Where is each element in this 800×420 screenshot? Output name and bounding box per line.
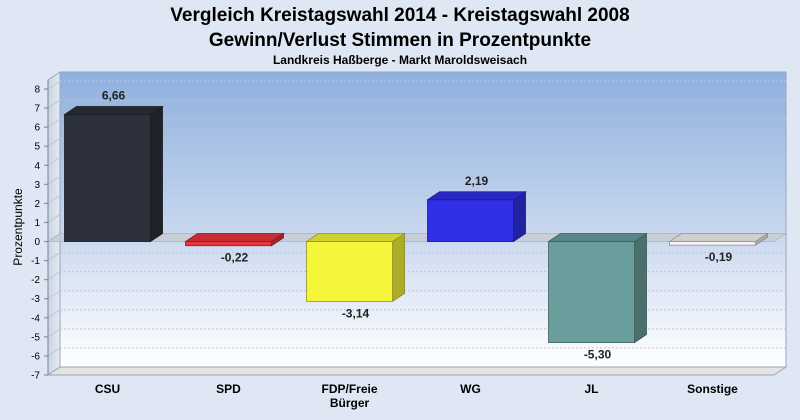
chart-title-line-1: Vergleich Kreistagswahl 2014 - Kreistags… bbox=[170, 5, 629, 26]
y-tick-label: 8 bbox=[34, 85, 40, 96]
y-tick-label: 0 bbox=[34, 237, 40, 248]
bar-top bbox=[426, 191, 527, 201]
bar-0 bbox=[63, 105, 164, 243]
bar-top bbox=[184, 233, 285, 242]
grid-line-side bbox=[47, 80, 61, 90]
x-tick-label-2: FDP/Freie Bürger bbox=[321, 382, 377, 410]
bar-2 bbox=[305, 232, 406, 303]
y-tick-label: 7 bbox=[34, 104, 40, 115]
data-label-0: 6,66 bbox=[102, 89, 126, 103]
bar-side bbox=[150, 105, 163, 243]
grid-line-side bbox=[47, 137, 61, 147]
grid-line-side bbox=[47, 99, 61, 109]
x-tick-label-5: Sonstige bbox=[687, 382, 738, 396]
x-tick-label-0: CSU bbox=[95, 382, 120, 396]
bar-side bbox=[392, 232, 405, 303]
y-tick-label: 4 bbox=[34, 161, 40, 172]
chart-title: Vergleich Kreistagswahl 2014 - Kreistags… bbox=[170, 5, 629, 51]
y-tick-label: 5 bbox=[34, 142, 40, 153]
bar-front bbox=[548, 241, 635, 343]
bars bbox=[63, 105, 769, 344]
bar-side bbox=[513, 191, 526, 243]
x-axis-ticks: CSU SPD FDP/Freie Bürger WG JL Sonstige bbox=[95, 382, 738, 410]
data-label-4: -5,30 bbox=[584, 348, 612, 362]
bar-top bbox=[63, 106, 164, 115]
grid-line-side bbox=[47, 328, 61, 338]
data-label-1: -0,22 bbox=[221, 251, 249, 265]
bar-front bbox=[64, 114, 151, 242]
chart-title-line-2: Gewinn/Verlust Stimmen in Prozentpunkte bbox=[209, 30, 591, 51]
bar-front bbox=[427, 199, 514, 242]
grid-line-side bbox=[47, 194, 61, 204]
y-tick-label: 3 bbox=[34, 180, 40, 191]
bar-front bbox=[669, 241, 756, 246]
grid-line-side bbox=[47, 271, 61, 281]
bar-3 bbox=[426, 191, 527, 243]
grid-line-side bbox=[47, 309, 61, 319]
y-tick-label: -2 bbox=[31, 275, 40, 286]
bar-5 bbox=[668, 232, 769, 246]
bar-top bbox=[668, 233, 769, 242]
chart-subtitle: Landkreis Haßberge - Markt Maroldsweisac… bbox=[273, 53, 527, 67]
grid-line-side bbox=[47, 175, 61, 185]
grid-line-side bbox=[47, 252, 61, 262]
bar-4 bbox=[547, 232, 648, 344]
y-tick-label: -4 bbox=[31, 313, 40, 324]
y-tick-label: -3 bbox=[31, 294, 40, 305]
data-label-5: -0,19 bbox=[705, 250, 733, 264]
y-tick-label: 2 bbox=[34, 199, 40, 210]
y-tick-label: 6 bbox=[34, 123, 40, 134]
grid-line-side bbox=[47, 290, 61, 300]
x-tick-label-3: WG bbox=[460, 382, 481, 396]
grid-line-side bbox=[47, 214, 61, 223]
data-labels: 6,66 -0,22 -3,14 2,19 -5,30 -0,19 bbox=[102, 89, 733, 362]
y-axis-label: Prozentpunkte bbox=[11, 188, 25, 266]
bar-top bbox=[547, 233, 648, 242]
y-axis-ticks: 8 7 6 5 4 3 2 1 0 -1 -2 -3 -4 -5 -6 -7 bbox=[31, 85, 48, 382]
grid-line-side bbox=[47, 118, 61, 128]
bar-1 bbox=[184, 232, 285, 247]
x-tick-label-4: JL bbox=[584, 382, 598, 396]
grid-line-side bbox=[47, 347, 61, 357]
grid-line-side bbox=[47, 156, 61, 166]
x-tick-label-1: SPD bbox=[216, 382, 241, 396]
plot-floor bbox=[46, 366, 788, 376]
y-tick-label: -5 bbox=[31, 332, 40, 343]
bar-front bbox=[306, 241, 393, 302]
y-tick-label: -6 bbox=[31, 351, 40, 362]
y-tick-label: -7 bbox=[31, 371, 40, 382]
data-label-3: 2,19 bbox=[465, 174, 489, 188]
y-tick-label: -1 bbox=[31, 256, 40, 267]
y-tick-label: 1 bbox=[34, 218, 40, 229]
plot-back-wall bbox=[59, 71, 787, 368]
bar-front bbox=[185, 241, 272, 247]
data-label-2: -3,14 bbox=[342, 306, 370, 320]
bar-top bbox=[305, 233, 406, 242]
bar-side bbox=[634, 232, 647, 344]
